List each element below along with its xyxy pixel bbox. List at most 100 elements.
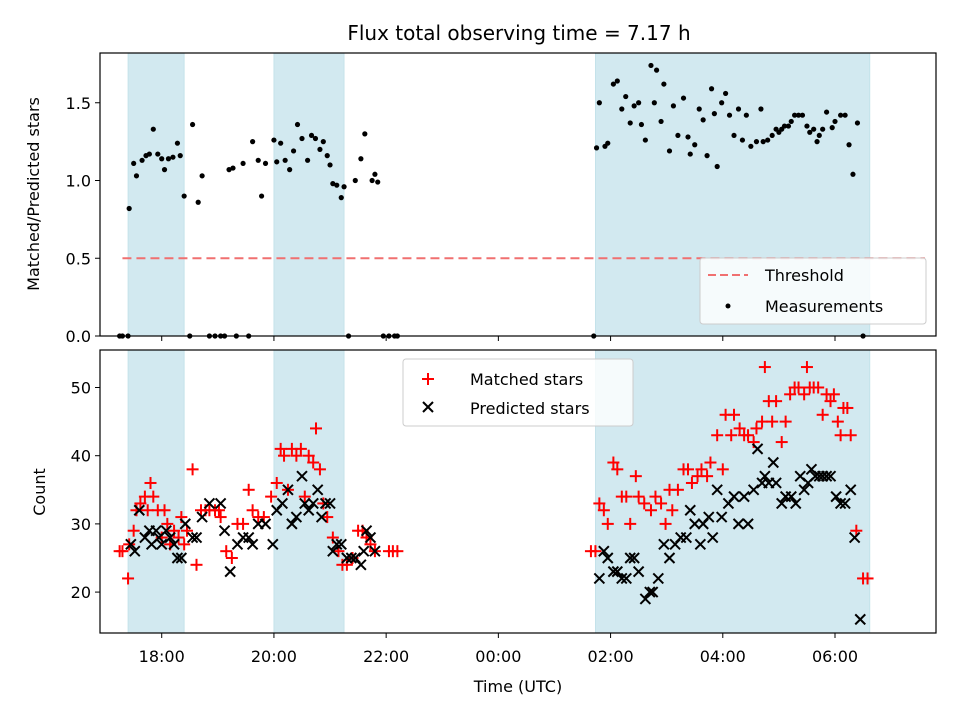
predicted-star-point: [133, 504, 145, 516]
matched-star-point: [607, 456, 620, 469]
measurement-point: [792, 112, 798, 118]
predicted-star-point: [156, 538, 168, 551]
matched-star-point: [695, 463, 708, 476]
measurement-point: [651, 100, 657, 106]
predicted-star-point: [168, 538, 180, 551]
y-tick-label: 0.0: [66, 327, 91, 346]
measurement-point: [838, 112, 844, 118]
ratio-legend-box: [699, 257, 927, 325]
matched-star-point: [294, 442, 307, 455]
predicted-star-point: [751, 443, 764, 455]
measurement-point: [711, 111, 717, 117]
matched-star-point: [597, 504, 610, 517]
measurement-point: [170, 154, 176, 160]
y-tick-label: 20: [71, 583, 91, 602]
count-y-axis-label: Count: [30, 468, 49, 516]
matched-star-point: [779, 415, 792, 428]
measurement-point: [631, 103, 637, 109]
predicted-star-point: [715, 511, 728, 523]
x-tick-label: 02:00: [588, 647, 634, 666]
predicted-star-point: [747, 484, 760, 496]
measurement-point: [278, 140, 284, 146]
measurement-point: [832, 118, 838, 125]
matched-star-point: [190, 558, 203, 571]
measurement-point: [334, 182, 340, 188]
observing-interval-band: [273, 349, 345, 634]
chart-title: Flux total observing time = 7.17 h: [347, 21, 690, 45]
predicted-star-point: [689, 518, 701, 530]
x-tick-label: 04:00: [700, 647, 746, 666]
measurement-point: [126, 205, 132, 212]
measurement-point: [327, 162, 333, 168]
matched-star-point: [834, 429, 847, 442]
matched-star-point: [704, 456, 717, 469]
matched-legend-icon: [422, 373, 434, 385]
predicted-star-point: [785, 490, 797, 503]
measurement-point: [605, 140, 611, 146]
measurement-point: [271, 137, 277, 143]
y-tick-label: 0.5: [66, 249, 91, 268]
measurement-point: [680, 95, 687, 101]
observing-interval-band: [273, 52, 345, 337]
matched-star-point: [134, 497, 147, 510]
predicted-star-point: [164, 531, 176, 544]
matched-star-point: [593, 497, 606, 510]
matched-star-point: [682, 463, 695, 476]
predicted-star-point: [854, 613, 866, 626]
measurement-point: [358, 156, 364, 162]
predicted-star-point: [303, 504, 315, 516]
predicted-star-point: [694, 538, 707, 551]
predicted-star-point: [259, 518, 272, 530]
predicted-star-point: [845, 484, 857, 496]
predicted-star-point: [728, 490, 740, 503]
predicted-star-point: [171, 552, 184, 564]
measurement-point: [760, 139, 766, 145]
predicted-star-point: [355, 559, 367, 571]
predicted-star-point: [267, 538, 279, 551]
measurement-point: [174, 140, 181, 146]
measurement-point: [731, 132, 737, 139]
measurement-point: [299, 135, 305, 142]
measurement-point: [623, 93, 629, 100]
measurement-point: [324, 153, 330, 159]
predicted-star-point: [282, 484, 294, 496]
matched-star-point: [147, 490, 160, 503]
measurement-point: [230, 165, 236, 171]
predicted-star-point: [607, 565, 620, 578]
predicted-star-point: [798, 484, 810, 496]
predicted-star-point: [186, 531, 199, 544]
matched-star-point: [310, 422, 323, 435]
predicted-star-point: [616, 572, 628, 585]
measurement-point: [726, 112, 733, 118]
observing-interval-band: [127, 349, 185, 634]
measurement-point: [850, 171, 856, 177]
matched-star-point: [685, 476, 698, 489]
matched-star-point: [629, 470, 642, 483]
y-tick-label: 1.5: [66, 94, 91, 113]
measurement-point: [700, 117, 706, 123]
predicted-star-point: [706, 531, 719, 544]
predicted-star-point: [611, 565, 624, 578]
matched-star-point: [161, 517, 174, 530]
predicted-legend-icon: [422, 401, 434, 413]
measurement-point: [181, 193, 187, 199]
matched-star-point: [844, 429, 857, 442]
matched-star-point: [172, 531, 185, 544]
count-legend-box: [402, 358, 634, 427]
predicted-star-point: [684, 504, 696, 516]
measurement-point: [714, 163, 720, 170]
measurement-point: [670, 103, 677, 109]
measurement-point: [619, 106, 625, 112]
predicted-star-point: [360, 525, 373, 537]
predicted-star-point: [299, 497, 311, 510]
measurement-point: [653, 67, 660, 73]
predicted-star-point: [652, 572, 664, 585]
measurement-point: [341, 184, 347, 190]
measurement-point: [189, 121, 196, 128]
predicted-star-point: [598, 545, 610, 557]
predicted-star-point: [150, 525, 162, 537]
measurement-point: [133, 173, 140, 179]
matched-star-point: [800, 361, 813, 374]
measurement-point: [765, 137, 771, 143]
measurement-point: [308, 132, 315, 139]
